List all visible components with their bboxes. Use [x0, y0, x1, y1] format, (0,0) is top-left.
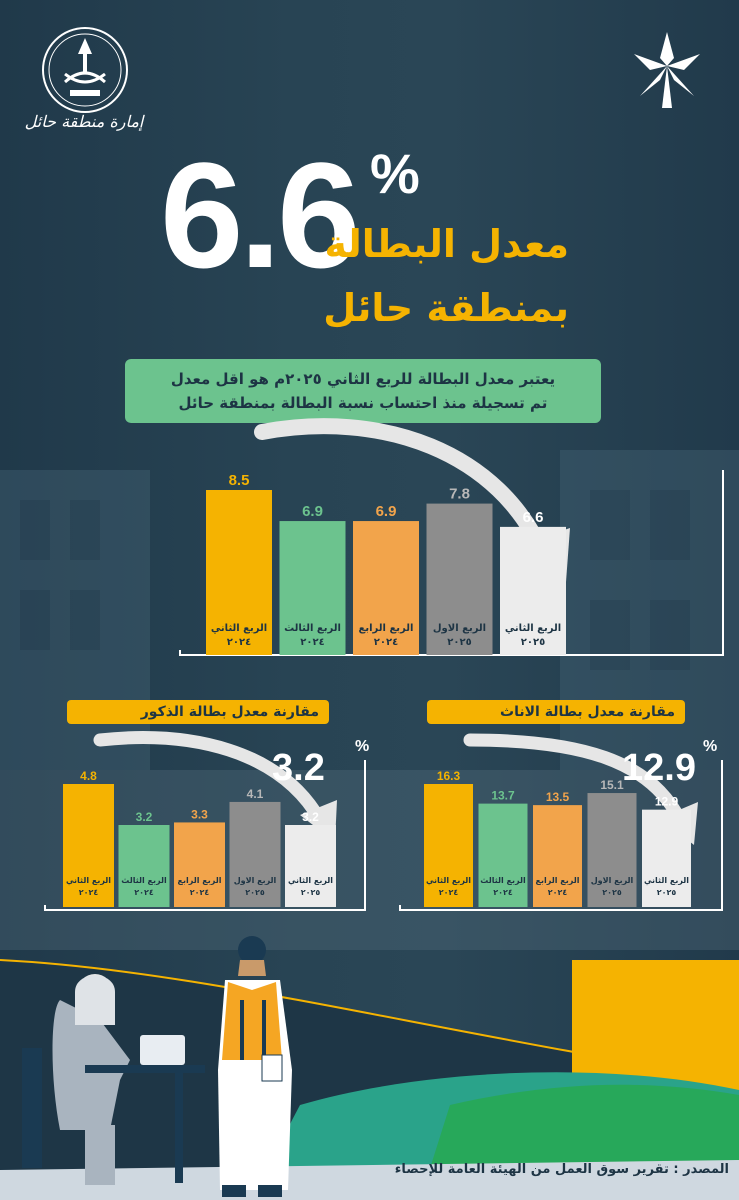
category-label-male-2-0: الربع الرابع — [178, 876, 222, 885]
category-label-male-0-0: الربع الثاني — [66, 876, 111, 885]
standing-worker-figure — [218, 936, 292, 1197]
male-comparison-label: مقارنة معدل بطالة الذكور — [67, 700, 329, 724]
category-label-female-3-0: الربع الاول — [591, 876, 634, 885]
category-label-male-4-0: الربع الثاني — [288, 876, 333, 885]
value-label-female-1: 13.7 — [491, 789, 515, 803]
value-label-female-2: 13.5 — [546, 790, 570, 804]
category-label-female-2-1: ٢٠٢٤ — [548, 888, 568, 897]
category-label-male-3-0: الربع الاول — [234, 876, 277, 885]
charts-canvas: 8.5 الربع الثاني ٢٠٢٤ 6.9 الربع الثالث ٢٠٢٤ 6.… — [44, 418, 724, 911]
category-label-female-1-1: ٢٠٢٤ — [493, 888, 513, 897]
female-comparison-label: مقارنة معدل بطالة الاناث — [427, 700, 685, 724]
category-label-male-3-1: ٢٠٢٥ — [245, 888, 265, 897]
bar-male-3 — [229, 801, 281, 907]
category-label-male-0-1: ٢٠٢٤ — [79, 888, 99, 897]
category-label-overall-3-1: ٢٠٢٥ — [447, 637, 471, 648]
bar-female-0 — [424, 784, 473, 907]
value-label-male-1: 3.2 — [136, 810, 153, 824]
value-label-female-3: 15.1 — [600, 778, 624, 792]
bar-overall-2 — [353, 521, 419, 655]
value-label-male-2: 3.3 — [191, 807, 208, 821]
bar-female-1 — [478, 803, 528, 907]
palm-star-logo — [634, 32, 700, 108]
bar-overall-0 — [206, 490, 272, 655]
source-note: المصدر : تقرير سوق العمل من الهيئة العام… — [394, 1162, 729, 1177]
category-label-male-1-0: الربع الثالث — [121, 876, 167, 885]
category-label-male-1-1: ٢٠٢٤ — [134, 888, 154, 897]
category-label-female-0-0: الربع الثاني — [426, 876, 471, 885]
chart-male-frame — [44, 760, 366, 911]
bar-male-1 — [118, 825, 170, 907]
value-label-female-4: 12.9 — [655, 795, 679, 809]
value-label-overall-0: 8.5 — [229, 472, 250, 489]
category-label-male-4-1: ٢٠٢٥ — [301, 888, 321, 897]
value-label-overall-3: 7.8 — [449, 486, 470, 503]
trend-arrow-overall — [254, 418, 553, 566]
category-label-overall-4-1: ٢٠٢٥ — [521, 637, 545, 648]
category-label-male-2-1: ٢٠٢٤ — [190, 888, 210, 897]
category-label-female-4-0: الربع الثاني — [644, 876, 689, 885]
bar-female-3 — [587, 793, 637, 907]
male-comparison-percent-sign: % — [355, 738, 370, 755]
category-label-overall-0-1: ٢٠٢٤ — [227, 637, 251, 648]
category-label-female-1-0: الربع الثالث — [480, 876, 526, 885]
value-label-overall-4: 6.6 — [523, 509, 544, 526]
value-label-overall-2: 6.9 — [376, 503, 397, 520]
category-label-female-3-1: ٢٠٢٥ — [602, 888, 622, 897]
category-label-female-2-0: الربع الرابع — [536, 876, 580, 885]
note-line-1: يعتبر معدل البطالة للربع الثاني ٢٠٢٥م هو… — [170, 370, 556, 388]
headline-percent-sign: % — [370, 142, 420, 205]
female-comparison-value: 12.9 — [622, 747, 696, 789]
category-label-overall-1-1: ٢٠٢٤ — [300, 637, 324, 648]
bar-male-4 — [285, 825, 336, 907]
bar-male-2 — [174, 822, 225, 907]
value-label-male-3: 4.1 — [247, 787, 264, 801]
male-comparison-value: 3.2 — [272, 747, 325, 789]
bar-overall-1 — [279, 521, 346, 655]
value-label-female-0: 16.3 — [437, 769, 461, 783]
emblem-logo — [42, 27, 128, 113]
value-label-male-0: 4.8 — [80, 769, 97, 783]
chart-female-frame — [399, 760, 723, 911]
workers-illustration — [0, 936, 739, 1200]
category-label-female-0-1: ٢٠٢٤ — [439, 888, 459, 897]
category-label-overall-3-0: الربع الاول — [433, 623, 486, 634]
bar-female-2 — [533, 805, 582, 907]
category-label-overall-2-1: ٢٠٢٤ — [374, 637, 398, 648]
title-unemployment-rate: معدل البطالة — [324, 222, 569, 266]
seated-woman-figure — [22, 974, 205, 1185]
category-label-female-4-1: ٢٠٢٥ — [657, 888, 677, 897]
category-label-overall-4-0: الربع الثاني — [505, 623, 561, 634]
emblem-caption: إمارة منطقة حائل — [24, 112, 144, 131]
value-label-overall-1: 6.9 — [302, 503, 323, 520]
bar-female-4 — [642, 809, 691, 907]
value-label-male-4: 3.2 — [302, 810, 319, 824]
bar-male-0 — [63, 784, 114, 907]
category-label-overall-1-0: الربع الثالث — [284, 623, 341, 634]
note-box: يعتبر معدل البطالة للربع الثاني ٢٠٢٥م هو… — [125, 359, 601, 423]
bar-overall-3 — [426, 503, 493, 655]
trend-arrow-male — [93, 731, 327, 827]
title-hail-region: بمنطقة حائل — [323, 286, 569, 330]
category-label-overall-0-0: الربع الثاني — [211, 623, 267, 634]
female-comparison-percent-sign: % — [703, 738, 718, 755]
bar-overall-4 — [500, 526, 566, 655]
note-line-2: تم تسجيلة منذ احتساب نسبة البطالة بمنطقة… — [178, 394, 548, 412]
trend-arrow-female — [463, 733, 687, 827]
category-label-overall-2-0: الربع الرابع — [359, 623, 414, 634]
headline-value: 6.6 — [160, 131, 361, 299]
